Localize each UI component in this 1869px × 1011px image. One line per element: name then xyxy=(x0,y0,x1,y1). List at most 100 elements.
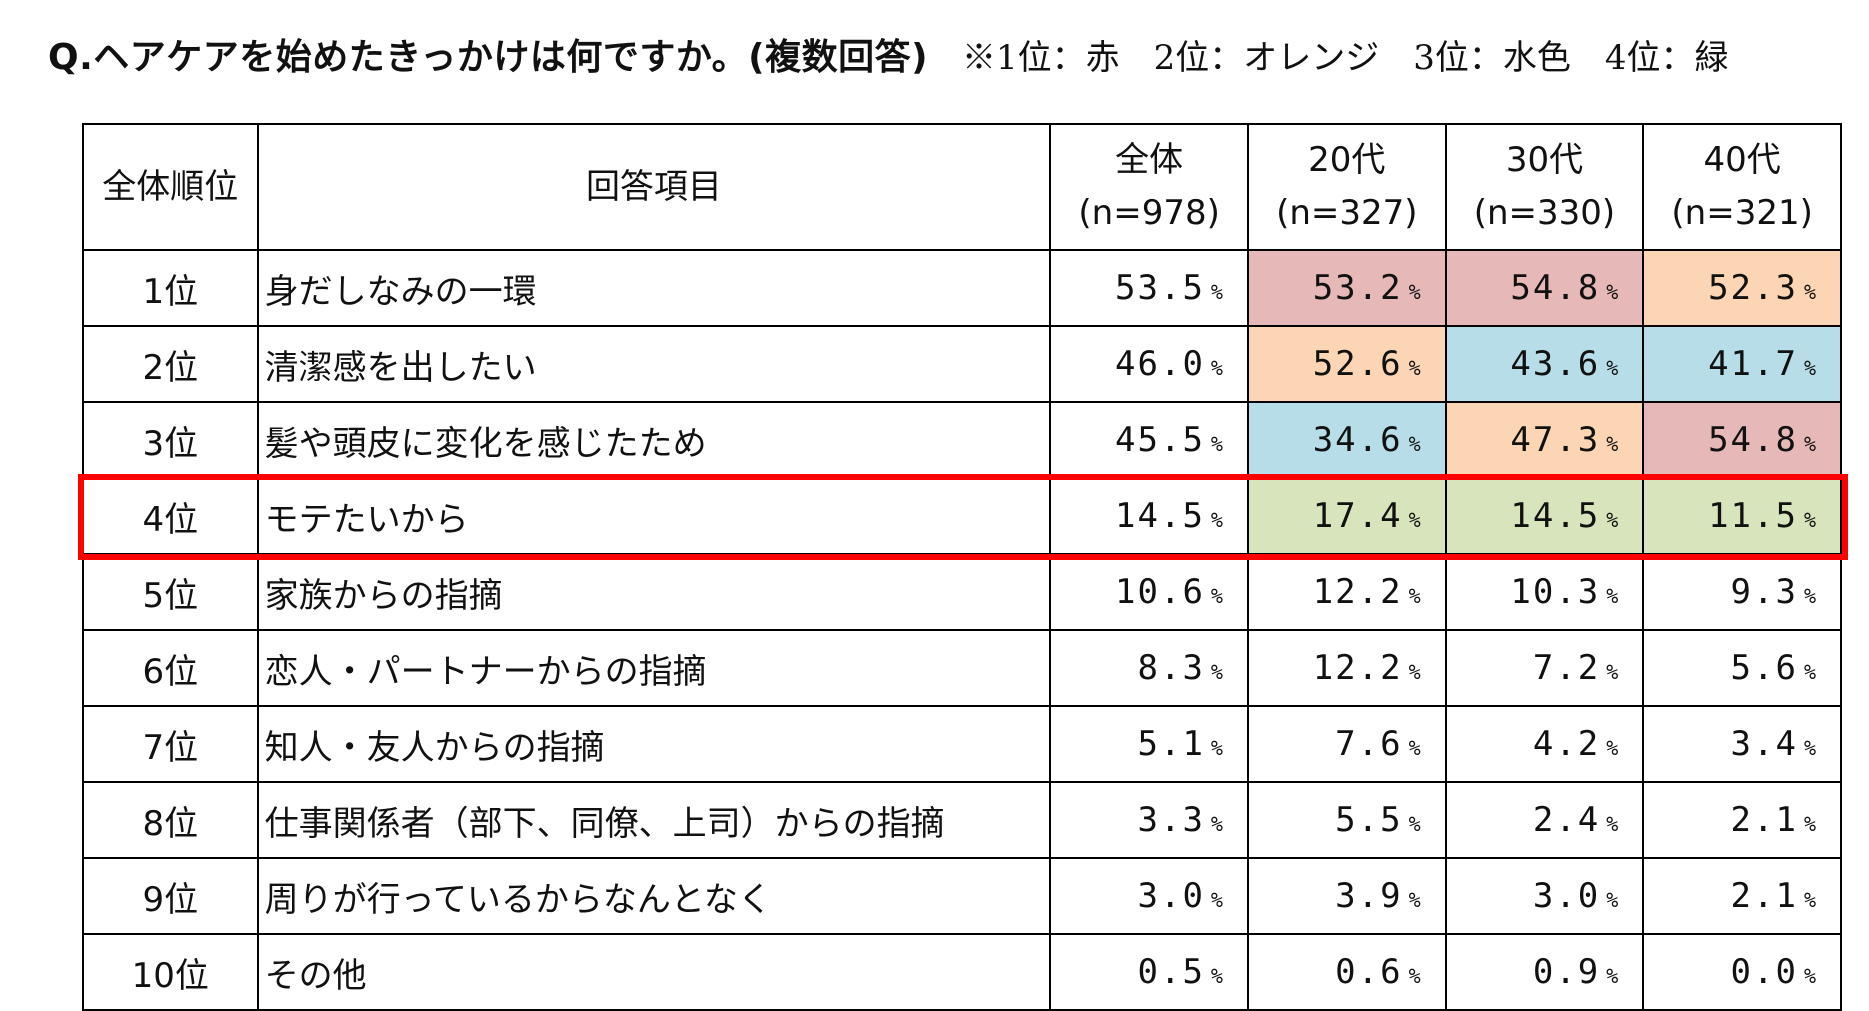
value-cell: 2.4% xyxy=(1444,781,1645,859)
percent-sign: % xyxy=(1803,280,1816,304)
value-cell: 14.5% xyxy=(1049,477,1249,555)
value-cell: 34.6% xyxy=(1246,401,1447,479)
percent-sign: % xyxy=(1408,508,1421,532)
header-group-n: (n=978) xyxy=(1078,193,1220,233)
percent-sign: % xyxy=(1606,964,1619,988)
header-group-40s: 40代 (n=321) xyxy=(1642,123,1842,251)
value-cell: 43.6% xyxy=(1444,325,1645,403)
percent-sign: % xyxy=(1803,432,1816,456)
value-number: 52.6 xyxy=(1312,344,1403,384)
value-cell: 7.6% xyxy=(1246,705,1447,783)
answer-item-cell: モテたいから xyxy=(256,477,1052,555)
percent-sign: % xyxy=(1210,964,1223,988)
header-item: 回答項目 xyxy=(256,123,1052,251)
value-cell: 2.1% xyxy=(1642,781,1842,859)
header-group-label: 20代 xyxy=(1308,140,1386,181)
percent-sign: % xyxy=(1803,356,1816,380)
value-number: 17.4 xyxy=(1312,496,1403,536)
rank-cell: 9位 xyxy=(82,857,259,935)
value-cell: 11.5% xyxy=(1642,477,1842,555)
value-cell: 54.8% xyxy=(1642,401,1842,479)
table-row: 1位 身だしなみの一環 53.5% 53.2% 54.8% 52.3% xyxy=(82,249,1842,327)
answer-item-cell: 身だしなみの一環 xyxy=(256,249,1052,327)
value-cell: 14.5% xyxy=(1444,477,1645,555)
value-number: 34.6 xyxy=(1312,420,1403,460)
value-cell: 3.4% xyxy=(1642,705,1842,783)
percent-sign: % xyxy=(1606,432,1619,456)
value-number: 11.5 xyxy=(1708,496,1798,536)
value-cell: 12.2% xyxy=(1246,553,1447,631)
value-number: 52.3 xyxy=(1708,268,1798,308)
value-number: 9.3 xyxy=(1730,572,1798,612)
value-number: 54.8 xyxy=(1510,268,1601,308)
percent-sign: % xyxy=(1210,432,1223,456)
value-number: 7.6 xyxy=(1335,724,1403,764)
value-cell: 5.1% xyxy=(1049,705,1249,783)
percent-sign: % xyxy=(1606,508,1619,532)
rank-cell: 7位 xyxy=(82,705,259,783)
value-number: 8.3 xyxy=(1137,648,1205,688)
value-cell: 0.5% xyxy=(1049,933,1249,1011)
value-number: 10.3 xyxy=(1510,572,1601,612)
value-number: 46.0 xyxy=(1115,344,1205,384)
percent-sign: % xyxy=(1210,812,1223,836)
header-group-n: (n=330) xyxy=(1473,193,1616,233)
header-group-all: 全体 (n=978) xyxy=(1049,123,1249,251)
value-number: 3.3 xyxy=(1137,800,1205,840)
percent-sign: % xyxy=(1803,660,1816,684)
percent-sign: % xyxy=(1210,888,1223,912)
rank-cell: 1位 xyxy=(82,249,259,327)
value-cell: 2.1% xyxy=(1642,857,1842,935)
value-number: 12.2 xyxy=(1312,648,1403,688)
rank-cell: 3位 xyxy=(82,401,259,479)
value-cell: 0.9% xyxy=(1444,933,1645,1011)
header-group-n: (n=321) xyxy=(1671,193,1813,233)
answer-item-cell: 仕事関係者（部下、同僚、上司）からの指摘 xyxy=(256,781,1052,859)
percent-sign: % xyxy=(1606,736,1619,760)
header-row: 全体順位 回答項目 全体 (n=978) 20代 (n=327) 30代 (n=330… xyxy=(82,123,1842,251)
answer-item-cell: 周りが行っているからなんとなく xyxy=(256,857,1052,935)
percent-sign: % xyxy=(1606,356,1619,380)
value-number: 3.0 xyxy=(1532,876,1601,916)
percent-sign: % xyxy=(1210,280,1223,304)
percent-sign: % xyxy=(1803,508,1816,532)
answer-item-cell: 髪や頭皮に変化を感じたため xyxy=(256,401,1052,479)
value-number: 45.5 xyxy=(1115,420,1205,460)
value-number: 3.4 xyxy=(1730,724,1798,764)
value-cell: 52.6% xyxy=(1246,325,1447,403)
table-row: 10位 その他 0.5% 0.6% 0.9% 0.0% xyxy=(82,933,1842,1011)
table-row: 3位 髪や頭皮に変化を感じたため 45.5% 34.6% 47.3% 54.8% xyxy=(82,401,1842,479)
value-number: 53.2 xyxy=(1312,268,1403,308)
table-body: 1位 身だしなみの一環 53.5% 53.2% 54.8% 52.3% 2位 清潔感を出したい… xyxy=(82,249,1842,1011)
rank-cell: 2位 xyxy=(82,325,259,403)
value-cell: 9.3% xyxy=(1642,553,1842,631)
percent-sign: % xyxy=(1408,660,1421,684)
value-number: 3.0 xyxy=(1137,876,1205,916)
value-cell: 54.8% xyxy=(1444,249,1645,327)
value-cell: 5.6% xyxy=(1642,629,1842,707)
answer-item-cell: 清潔感を出したい xyxy=(256,325,1052,403)
value-cell: 5.5% xyxy=(1246,781,1447,859)
value-number: 0.9 xyxy=(1532,952,1601,992)
value-cell: 10.6% xyxy=(1049,553,1249,631)
value-cell: 17.4% xyxy=(1246,477,1447,555)
table-row: 9位 周りが行っているからなんとなく 3.0% 3.9% 3.0% 2.1% xyxy=(82,857,1842,935)
table-row: 5位 家族からの指摘 10.6% 12.2% 10.3% 9.3% xyxy=(82,553,1842,631)
value-number: 10.6 xyxy=(1115,572,1205,612)
header-group-label: 30代 xyxy=(1505,140,1584,181)
percent-sign: % xyxy=(1210,508,1223,532)
percent-sign: % xyxy=(1606,280,1619,304)
answer-item-cell: 家族からの指摘 xyxy=(256,553,1052,631)
color-legend-note: ※1位：赤 2位：オレンジ 3位：水色 4位：緑 xyxy=(962,38,1729,78)
answer-item-cell: その他 xyxy=(256,933,1052,1011)
value-number: 7.2 xyxy=(1532,648,1601,688)
title-row: Q.ヘアケアを始めたきっかけは何ですか。(複数回答) ※1位：赤 2位：オレンジ … xyxy=(48,28,1729,80)
percent-sign: % xyxy=(1803,584,1816,608)
value-cell: 7.2% xyxy=(1444,629,1645,707)
header-group-label: 全体 xyxy=(1115,140,1184,181)
percent-sign: % xyxy=(1210,736,1223,760)
percent-sign: % xyxy=(1408,888,1421,912)
percent-sign: % xyxy=(1803,812,1816,836)
answer-item-cell: 知人・友人からの指摘 xyxy=(256,705,1052,783)
value-cell: 0.0% xyxy=(1642,933,1842,1011)
